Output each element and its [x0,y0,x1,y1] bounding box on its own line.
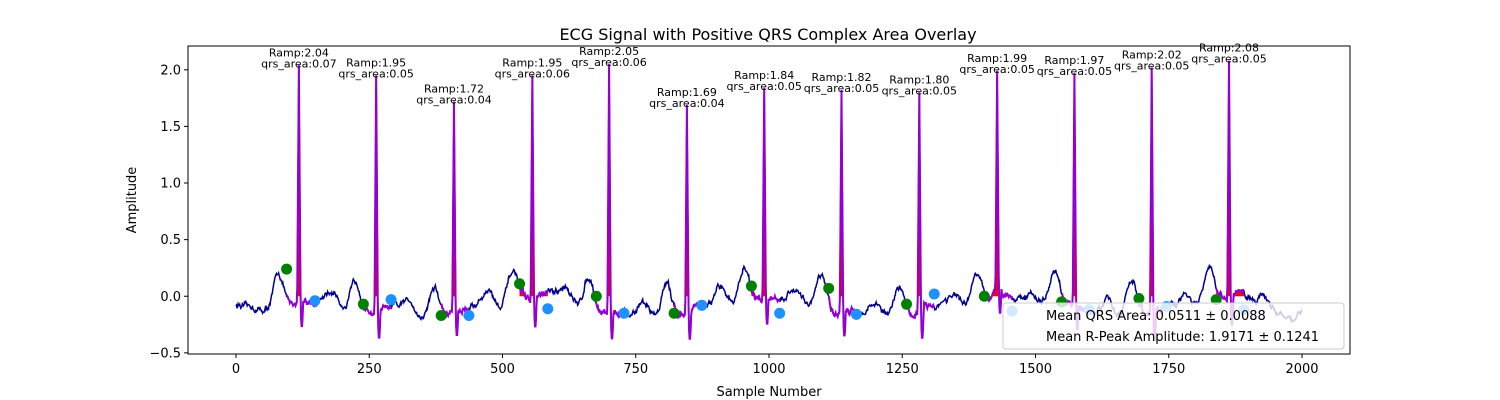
qrs-offset-marker-8 [850,308,862,320]
y-tick-label: 1.0 [160,177,181,192]
qrs-area-label-11: qrs_area:0.05 [1037,65,1112,78]
qrs-area-label-1: qrs_area:0.07 [261,57,336,70]
chart-title: ECG Signal with Positive QRS Complex Are… [559,25,976,44]
qrs-segment-4 [518,75,549,328]
ramp-label-4: Ramp:1.95 [502,56,562,69]
qrs-area-label-2: qrs_area:0.05 [338,67,413,80]
y-axis-label: Amplitude [125,167,140,234]
x-tick-label: 2000 [1285,362,1318,377]
ramp-label-9: Ramp:1.80 [889,73,949,86]
qrs-area-label-10: qrs_area:0.05 [959,63,1034,76]
qrs-area-label-5: qrs_area:0.06 [571,56,646,69]
y-tick-label: 2.0 [160,63,181,78]
x-tick-label: 1750 [1152,362,1185,377]
qrs-onset-marker-6 [668,307,680,319]
qrs-offset-marker-5 [618,307,630,319]
qrs-offset-marker-1 [309,295,321,307]
qrs-area-label-8: qrs_area:0.05 [804,82,879,95]
x-tick-label: 750 [623,362,648,377]
qrs-onset-marker-5 [590,290,602,302]
qrs-offset-marker-6 [696,299,708,311]
legend: Mean QRS Area: 0.0511 ± 0.0088 Mean R-Pe… [1002,302,1345,350]
qrs-onset-marker-10 [978,290,990,302]
qrs-area-label-6: qrs_area:0.04 [649,97,724,110]
qrs-area-label-13: qrs_area:0.05 [1191,53,1266,66]
y-tick-label: −0.5 [149,346,181,361]
legend-entry-mean-r-peak-amplitude: Mean R-Peak Amplitude: 1.9171 ± 0.1241 [1046,330,1319,345]
qrs-onset-marker-7 [745,280,757,292]
legend-box [1002,302,1345,350]
qrs-segment-10 [983,70,1013,314]
qrs-segment-8 [827,90,857,337]
ramp-label-12: Ramp:2.02 [1122,49,1182,62]
ramp-label-13: Ramp:2.08 [1199,42,1259,55]
qrs-area-label-4: qrs_area:0.06 [495,67,570,80]
x-axis-ticks: 0 250 500 750 1000 1250 1500 1750 2000 [232,354,1319,377]
qrs-offset-marker-9 [928,288,940,300]
qrs-area-label-3: qrs_area:0.04 [416,93,491,106]
qrs-onset-marker-4 [514,278,526,290]
x-tick-label: 1250 [886,362,919,377]
qrs-onset-marker-3 [435,310,447,321]
qrs-onset-marker-8 [823,282,835,294]
ramp-label-6: Ramp:1.69 [657,86,717,99]
ramp-label-7: Ramp:1.84 [734,69,794,82]
x-tick-label: 0 [232,362,240,377]
qrs-onset-marker-12 [1133,293,1145,305]
qrs-onset-marker-9 [901,298,913,310]
y-tick-label: 0.5 [160,233,181,248]
qrs-onset-marker-1 [281,263,293,275]
qrs-offset-marker-4 [542,303,554,315]
ramp-label-11: Ramp:1.97 [1044,54,1104,67]
qrs-area-label-7: qrs_area:0.05 [726,80,801,93]
qrs-offset-marker-7 [774,307,786,319]
qrs-segment-13 [1215,60,1245,326]
ramp-label-1: Ramp:2.04 [269,46,329,59]
legend-entry-mean-qrs-area: Mean QRS Area: 0.0511 ± 0.0088 [1046,309,1266,324]
ramp-label-2: Ramp:1.95 [346,56,406,69]
x-tick-label: 250 [357,362,382,377]
y-axis-ticks: −0.5 0.0 0.5 1.0 1.5 2.0 [149,63,188,361]
qrs-offset-marker-3 [463,310,475,321]
ramp-label-3: Ramp:1.72 [424,82,484,95]
qrs-area-label-12: qrs_area:0.05 [1114,60,1189,73]
ramp-label-8: Ramp:1.82 [811,71,871,84]
ramp-label-10: Ramp:1.99 [967,52,1027,65]
qrs-area-label-9: qrs_area:0.05 [882,84,957,97]
x-tick-label: 1000 [752,362,785,377]
qrs-segment-2 [362,75,393,339]
qrs-onset-marker-2 [357,298,369,310]
x-axis-label: Sample Number [716,385,822,400]
y-tick-label: 1.5 [160,120,181,135]
y-tick-label: 0.0 [160,290,181,305]
qrs-offset-marker-2 [385,294,397,306]
ramp-label-5: Ramp:2.05 [579,45,639,58]
x-tick-label: 500 [490,362,515,377]
qrs-onset-marker-13 [1210,294,1222,306]
qrs-segment-9 [905,92,936,339]
qrs-segment-7 [750,87,781,325]
x-tick-label: 1500 [1019,362,1052,377]
